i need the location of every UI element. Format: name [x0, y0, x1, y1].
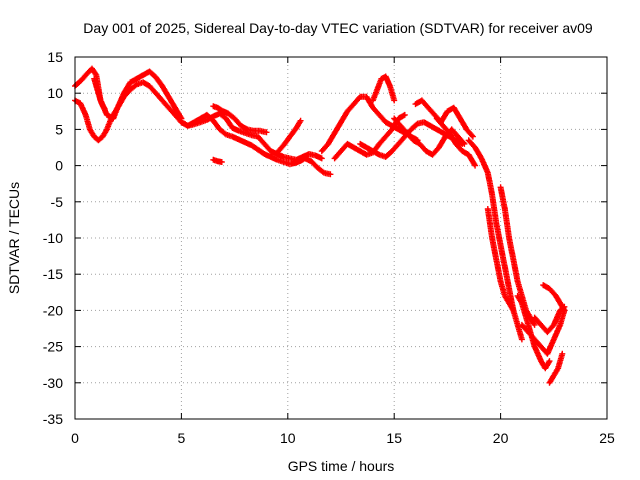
x-tick-label: 5: [178, 430, 186, 446]
y-tick-label: -20: [43, 302, 63, 318]
y-tick-labels: 15 10 5 0 -5 -10 -15 -20 -25 -30 -35: [43, 49, 63, 427]
y-axis-label: SDTVAR / TECUs: [6, 182, 22, 294]
series-track-17: [484, 206, 517, 314]
x-tick-label: 0: [71, 430, 79, 446]
data-point-markers: [210, 103, 270, 136]
grid-lines: [75, 57, 607, 419]
series-track-5: [178, 111, 306, 168]
series-track-22: [540, 282, 568, 314]
series-track-8: [289, 155, 334, 178]
data-point-markers: [518, 307, 568, 357]
y-tick-label: -10: [43, 230, 63, 246]
series-track-3: [91, 75, 108, 113]
y-tick-label: -30: [43, 375, 63, 391]
x-tick-labels: 0 5 10 15 20 25: [71, 430, 615, 446]
y-tick-label: 5: [55, 121, 63, 137]
series-track-20: [518, 307, 568, 357]
series-track-15: [433, 115, 479, 169]
data-point-markers: [210, 156, 225, 165]
y-tick-label: 0: [55, 158, 63, 174]
data-points: [72, 65, 568, 386]
data-point-markers: [289, 155, 334, 178]
y-tick-label: -15: [43, 266, 63, 282]
x-tick-label: 15: [386, 430, 402, 446]
series-track-11: [369, 73, 398, 104]
y-tick-label: 15: [47, 49, 63, 65]
chart-title: Day 001 of 2025, Sidereal Day-to-day VTE…: [83, 20, 593, 36]
x-tick-label: 25: [599, 430, 615, 446]
series-track-23: [546, 350, 566, 386]
y-tick-label: 10: [47, 85, 63, 101]
series-track-16: [465, 137, 525, 343]
y-tick-label: -25: [43, 339, 63, 355]
x-axis-label: GPS time / hours: [288, 458, 395, 474]
data-point-markers: [433, 115, 479, 169]
series-track-6: [210, 156, 225, 165]
series-track-9: [318, 93, 421, 155]
data-point-markers: [465, 137, 525, 343]
y-tick-label: -5: [51, 194, 64, 210]
y-tick-label: -35: [43, 411, 63, 427]
data-point-markers: [274, 117, 304, 156]
data-point-markers: [91, 75, 108, 113]
series-track-4: [210, 103, 270, 136]
data-point-markers: [369, 73, 398, 104]
series-track-7: [274, 117, 304, 156]
data-point-markers: [178, 111, 306, 168]
data-point-markers: [540, 282, 568, 314]
data-point-markers: [546, 350, 566, 386]
data-point-markers: [318, 93, 421, 155]
axis-ticks: [74, 56, 608, 420]
x-tick-label: 20: [493, 430, 509, 446]
x-tick-label: 10: [280, 430, 296, 446]
data-point-markers: [484, 206, 517, 314]
